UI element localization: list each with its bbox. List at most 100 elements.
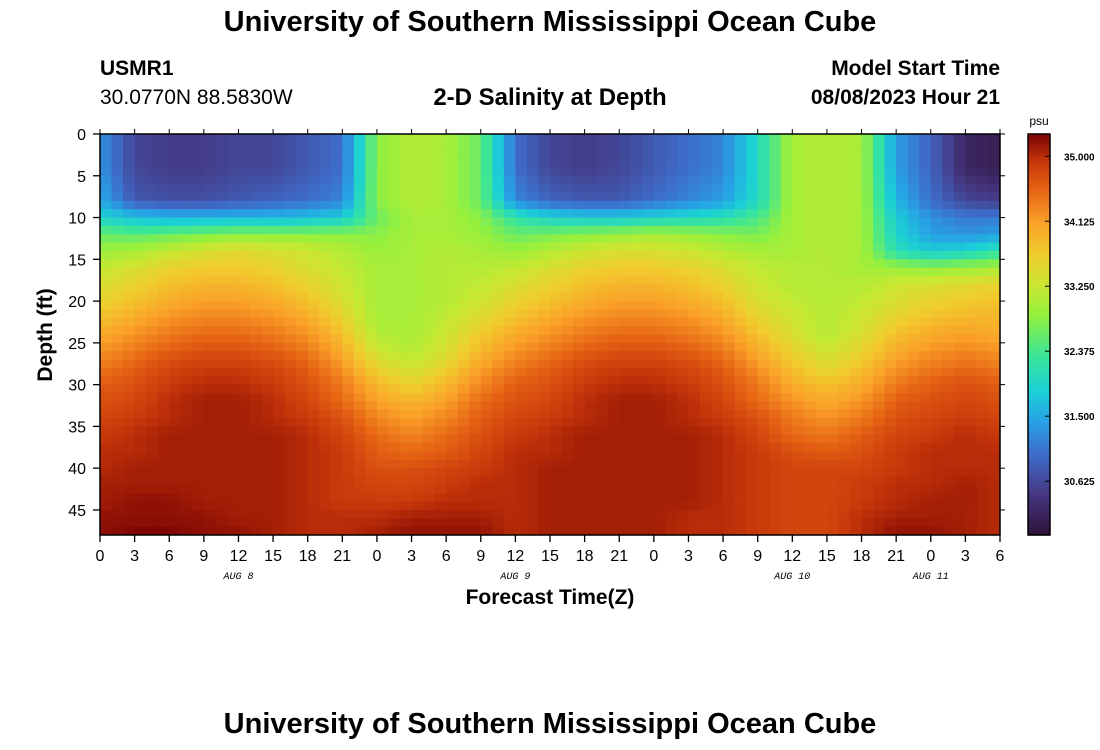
- heatmap-cell: [688, 518, 701, 528]
- heatmap-cell: [503, 326, 516, 336]
- heatmap-cell: [157, 476, 170, 486]
- heatmap-cell: [215, 150, 228, 160]
- heatmap-cell: [607, 484, 620, 494]
- heatmap-cell: [215, 509, 228, 519]
- heatmap-cell: [976, 367, 990, 377]
- heatmap-cell: [561, 493, 574, 503]
- heatmap-cell: [134, 334, 147, 344]
- colorbar-segment: [1028, 384, 1050, 389]
- heatmap-cell: [688, 250, 701, 260]
- heatmap-cell: [965, 209, 978, 219]
- heatmap-cell: [284, 468, 297, 478]
- heatmap-cell: [965, 284, 978, 294]
- heatmap-cell: [146, 443, 159, 453]
- heatmap-cell: [919, 459, 932, 469]
- heatmap-cell: [861, 225, 874, 235]
- heatmap-cell: [423, 476, 436, 486]
- heatmap-cell: [861, 476, 874, 486]
- colorbar-segment: [1028, 287, 1050, 292]
- heatmap-cell: [400, 401, 413, 411]
- heatmap-cell: [850, 351, 863, 361]
- heatmap-cell: [711, 259, 724, 269]
- heatmap-cell: [688, 384, 701, 394]
- colorbar-segment: [1028, 240, 1050, 245]
- heatmap-cell: [803, 501, 816, 511]
- heatmap-cell: [561, 134, 574, 143]
- heatmap-cell: [907, 250, 920, 260]
- heatmap-cell: [688, 334, 701, 344]
- heatmap-cell: [561, 276, 574, 285]
- heatmap-cell: [469, 292, 482, 302]
- heatmap-cell: [342, 409, 355, 419]
- heatmap-cell: [988, 167, 1000, 177]
- heatmap-cell: [434, 284, 447, 294]
- heatmap-cell: [746, 384, 759, 394]
- heatmap-cell: [584, 342, 597, 352]
- heatmap-cell: [653, 426, 666, 436]
- heatmap-cell: [261, 367, 274, 377]
- heatmap-cell: [226, 376, 240, 386]
- heatmap-cell: [250, 192, 263, 202]
- heatmap-cell: [457, 309, 470, 319]
- colorbar-segment: [1028, 468, 1050, 473]
- heatmap-cell: [976, 426, 990, 436]
- heatmap-cell: [596, 359, 609, 369]
- heatmap-cell: [826, 451, 840, 461]
- heatmap-cell: [192, 501, 205, 511]
- x-tick-label: 6: [719, 548, 728, 565]
- heatmap-cell: [146, 426, 159, 436]
- heatmap-cell: [896, 426, 909, 436]
- heatmap-cell: [953, 267, 966, 277]
- heatmap-cell: [930, 476, 943, 486]
- heatmap-cell: [400, 418, 413, 427]
- heatmap-cell: [203, 225, 216, 235]
- colorbar-segment: [1028, 414, 1050, 419]
- heatmap-cell: [342, 259, 355, 269]
- heatmap-cell: [492, 284, 505, 294]
- heatmap-cell: [930, 468, 943, 478]
- heatmap-cell: [907, 434, 920, 444]
- heatmap-cell: [803, 326, 816, 336]
- heatmap-cell: [515, 192, 528, 202]
- heatmap-cell: [688, 426, 701, 436]
- heatmap-cell: [376, 259, 390, 269]
- heatmap-cell: [457, 518, 470, 528]
- heatmap-cell: [700, 326, 713, 336]
- heatmap-cell: [503, 359, 516, 369]
- heatmap-cell: [965, 476, 978, 486]
- heatmap-cell: [550, 392, 563, 402]
- heatmap-cell: [861, 392, 874, 402]
- heatmap-cell: [734, 509, 747, 519]
- heatmap-cell: [273, 242, 286, 252]
- heatmap-cell: [388, 476, 401, 486]
- heatmap-cell: [757, 292, 770, 302]
- heatmap-cell: [930, 518, 943, 528]
- heatmap-cell: [457, 184, 470, 194]
- heatmap-cell: [815, 493, 828, 503]
- heatmap-cell: [342, 526, 355, 535]
- heatmap-cell: [296, 242, 309, 252]
- heatmap-cell: [630, 250, 643, 260]
- heatmap-cell: [815, 242, 828, 252]
- heatmap-cell: [907, 209, 920, 219]
- x-tick-label: 9: [199, 548, 208, 565]
- heatmap-cell: [180, 259, 193, 269]
- heatmap-cell: [330, 518, 343, 528]
- heatmap-cell: [942, 167, 955, 177]
- heatmap-cell: [376, 192, 390, 202]
- heatmap-cell: [203, 292, 216, 302]
- heatmap-cell: [642, 484, 655, 494]
- heatmap-cell: [723, 384, 736, 394]
- heatmap-cell: [365, 217, 378, 227]
- heatmap-cell: [457, 234, 470, 244]
- heatmap-cell: [642, 284, 655, 294]
- heatmap-cell: [873, 259, 886, 269]
- heatmap-cell: [111, 250, 124, 260]
- heatmap-cell: [930, 167, 943, 177]
- heatmap-cell: [965, 184, 978, 194]
- heatmap-cell: [446, 376, 459, 386]
- heatmap-cell: [469, 342, 482, 352]
- heatmap-cell: [700, 451, 713, 461]
- heatmap-cell: [157, 493, 170, 503]
- heatmap-cell: [376, 250, 390, 260]
